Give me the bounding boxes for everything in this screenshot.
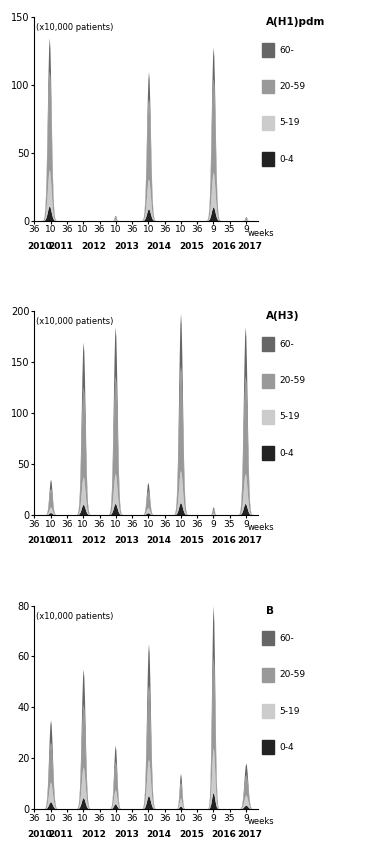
Text: 60-: 60- bbox=[279, 340, 294, 349]
Text: 2011: 2011 bbox=[49, 242, 73, 251]
Text: 60-: 60- bbox=[279, 634, 294, 643]
Text: 2014: 2014 bbox=[146, 242, 171, 251]
Text: (x10,000 patients): (x10,000 patients) bbox=[36, 612, 114, 620]
Text: weeks: weeks bbox=[248, 229, 274, 238]
Text: 2012: 2012 bbox=[81, 242, 106, 251]
Text: 20-59: 20-59 bbox=[279, 82, 306, 91]
Text: 2010: 2010 bbox=[27, 242, 52, 251]
Text: 60-: 60- bbox=[279, 46, 294, 54]
Text: 20-59: 20-59 bbox=[279, 376, 306, 385]
Text: 2016: 2016 bbox=[212, 830, 237, 839]
Text: 5-19: 5-19 bbox=[279, 413, 300, 421]
Text: 2014: 2014 bbox=[146, 830, 171, 839]
Text: 2010: 2010 bbox=[27, 830, 52, 839]
Text: 5-19: 5-19 bbox=[279, 707, 300, 715]
Text: 0-4: 0-4 bbox=[279, 155, 294, 163]
Text: 2017: 2017 bbox=[237, 830, 262, 839]
Text: (x10,000 patients): (x10,000 patients) bbox=[36, 317, 114, 326]
Text: 0-4: 0-4 bbox=[279, 743, 294, 752]
Text: B: B bbox=[266, 606, 274, 616]
Text: 5-19: 5-19 bbox=[279, 119, 300, 127]
Text: A(H3): A(H3) bbox=[266, 311, 299, 322]
Text: 2013: 2013 bbox=[114, 536, 139, 545]
Text: 2011: 2011 bbox=[49, 536, 73, 545]
Text: 2012: 2012 bbox=[81, 830, 106, 839]
Text: 2017: 2017 bbox=[237, 536, 262, 545]
Text: 20-59: 20-59 bbox=[279, 670, 306, 679]
Text: 2016: 2016 bbox=[212, 536, 237, 545]
Text: 2015: 2015 bbox=[179, 830, 204, 839]
Text: 2013: 2013 bbox=[114, 830, 139, 839]
Text: 2015: 2015 bbox=[179, 242, 204, 251]
Text: 2013: 2013 bbox=[114, 242, 139, 251]
Text: 2016: 2016 bbox=[212, 242, 237, 251]
Text: A(H1)pdm: A(H1)pdm bbox=[266, 17, 325, 28]
Text: 0-4: 0-4 bbox=[279, 449, 294, 458]
Text: 2015: 2015 bbox=[179, 536, 204, 545]
Text: 2014: 2014 bbox=[146, 536, 171, 545]
Text: weeks: weeks bbox=[248, 523, 274, 532]
Text: weeks: weeks bbox=[248, 817, 274, 826]
Text: (x10,000 patients): (x10,000 patients) bbox=[36, 23, 114, 32]
Text: 2017: 2017 bbox=[237, 242, 262, 251]
Text: 2010: 2010 bbox=[27, 536, 52, 545]
Text: 2012: 2012 bbox=[81, 536, 106, 545]
Text: 2011: 2011 bbox=[49, 830, 73, 839]
